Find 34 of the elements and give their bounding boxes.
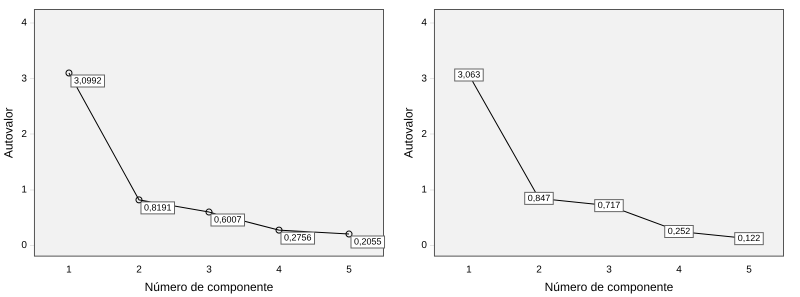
y-tick-label: 0 (421, 240, 428, 252)
x-tick-label: 3 (606, 264, 612, 276)
x-tick-label: 4 (276, 264, 282, 276)
y-tick-label: 3 (21, 73, 28, 84)
point (345, 230, 352, 238)
x-axis-title: Número de componente (544, 280, 674, 294)
y-tick-label: 2 (21, 128, 28, 140)
x-tick-label: 3 (206, 264, 212, 276)
x-tick-label: 2 (136, 264, 142, 276)
x-tick-label: 4 (676, 264, 682, 276)
y-tick-label: 3 (421, 73, 428, 84)
y-tick-label: 0 (21, 240, 28, 252)
y-axis-title: Autovalor (2, 107, 16, 158)
x-tick-label: 2 (536, 264, 542, 276)
data-label: 3,0992 (74, 76, 102, 86)
point (65, 70, 72, 77)
point (135, 196, 142, 204)
point (275, 226, 282, 234)
y-tick-label: 1 (421, 184, 428, 196)
data-label: 0,6007 (214, 214, 242, 225)
x-tick-label: 5 (346, 264, 352, 276)
y-tick-label: 1 (21, 184, 28, 196)
point (205, 208, 212, 216)
x-axis-title: Número de componente (144, 280, 274, 294)
x-tick-label: 1 (66, 264, 72, 276)
y-tick-label: 4 (421, 18, 428, 29)
x-tick-label: 1 (466, 264, 472, 276)
data-label: 0,8191 (144, 202, 172, 212)
y-tick-label: 2 (421, 128, 428, 140)
y-tick-label: 4 (21, 18, 28, 29)
data-label: 0,2756 (284, 232, 312, 243)
data-label: 0,2055 (354, 236, 382, 247)
x-tick-label: 5 (746, 264, 752, 276)
y-axis-title: Autovalor (402, 107, 416, 158)
